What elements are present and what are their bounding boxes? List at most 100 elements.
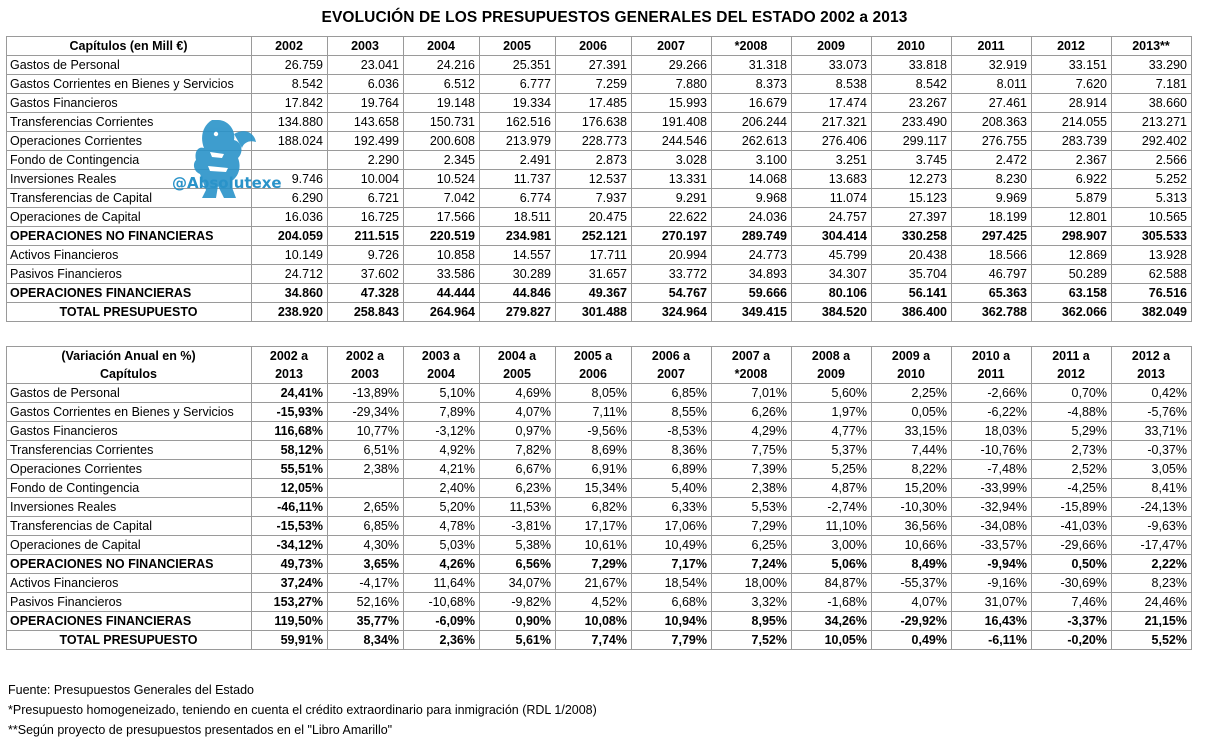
table-cell: -2,74% [791,497,872,517]
table-cell: 228.773 [555,131,632,151]
column-header-label: Capítulos (en Mill €) [6,36,252,56]
table-cell: 7,24% [711,554,792,574]
table-cell: -41,03% [1031,516,1112,536]
table-cell: 4,07% [479,402,556,422]
table-cell: 162.516 [479,112,556,132]
table-row: Pasivos Financieros 24.712 37.602 33.586 30.… [6,264,1192,284]
table-row: Gastos de Personal 26.759 23.041 24.216 25.3… [6,55,1192,75]
row-label: TOTAL PRESUPUESTO [6,302,252,322]
table-cell: 17.474 [791,93,872,113]
column-header-period-end: 2007 [631,365,712,384]
table-cell: 8,95% [711,611,792,631]
table-cell: 27.461 [951,93,1032,113]
table-cell: 9.726 [327,245,404,265]
table-cell: 4,69% [479,383,556,403]
table-cell: 5.252 [1111,169,1192,189]
page-title: EVOLUCIÓN DE LOS PRESUPUESTOS GENERALES … [321,9,908,26]
table-header: Capítulos 2013 2003 2004 2005 2006 2007 *2008 20… [6,365,1192,384]
table-cell: 10,94% [631,611,712,631]
table-cell: 6,26% [711,402,792,422]
table-cell: 5,10% [403,383,480,403]
table-cell: 8.373 [711,74,792,94]
table-cell: -3,81% [479,516,556,536]
table-cell: 258.843 [327,302,404,322]
table-cell: 44.846 [479,283,556,303]
row-label: Transferencias de Capital [6,516,252,536]
table-cell: 2,25% [871,383,952,403]
table-cell: 12,05% [251,478,328,498]
column-header-period-start: 2005 a [555,346,632,365]
table-cell: 4,29% [711,421,792,441]
table-cell: 283.739 [1031,131,1112,151]
table-cell: 4,77% [791,421,872,441]
table-cell: -15,53% [251,516,328,536]
row-label: Operaciones de Capital [6,535,252,555]
table-cell: 8,69% [555,440,632,460]
table-cell: 11.074 [791,188,872,208]
table-cell: -3,37% [1031,611,1112,631]
table-cell: 1,97% [791,402,872,422]
table-row: OPERACIONES NO FINANCIERAS 204.059 211.515… [6,226,1192,246]
table-cell: 8,05% [555,383,632,403]
table-cell: 10,66% [871,535,952,555]
table-cell: 6.922 [1031,169,1112,189]
row-label: Operaciones de Capital [6,207,252,227]
table-cell: 8.230 [951,169,1032,189]
table-cell: 233.490 [871,112,952,132]
table-cell: 6.777 [479,74,556,94]
table-cell: 6,91% [555,459,632,479]
table-cell: 19.334 [479,93,556,113]
table-cell: 34.860 [251,283,328,303]
table-cell: 52,16% [327,592,404,612]
table-cell: 8,55% [631,402,712,422]
table-cell: 15,20% [871,478,952,498]
table-cell: 7,74% [555,630,632,650]
table-cell: -6,22% [951,402,1032,422]
table-cell: 10,77% [327,421,404,441]
table-cell: 26.759 [251,55,328,75]
table-cell: 2.472 [951,150,1032,170]
column-header-period-start: 2002 a [327,346,404,365]
table-cell: 24,41% [251,383,328,403]
table-cell: 12.273 [871,169,952,189]
table-cell: 213.271 [1111,112,1192,132]
table-cell: 18,03% [951,421,1032,441]
table-cell: 382.049 [1111,302,1192,322]
table-cell: 6,51% [327,440,404,460]
footnote-source: Fuente: Presupuestos Generales del Estad… [8,683,254,697]
table-cell: 5,38% [479,535,556,555]
column-header-year: *2008 [711,36,792,56]
table-cell: 80.106 [791,283,872,303]
table-row: Operaciones Corrientes 188.024 192.499 200.… [6,131,1192,151]
table-cell: 289.749 [711,226,792,246]
table-row: Inversiones Reales 9.746 10.004 10.524 11.73… [6,169,1192,189]
table-cell: -29,66% [1031,535,1112,555]
table-cell: 34,26% [791,611,872,631]
table-cell: 24.757 [791,207,872,227]
table-row: Gastos Corrientes en Bienes y Servicios 8… [6,74,1192,94]
table-header: Capítulos (en Mill €) 2002 2003 2004 2005 200… [6,36,1192,56]
table-cell: 349.415 [711,302,792,322]
table-cell: 35.704 [871,264,952,284]
table-cell: 5,52% [1111,630,1192,650]
table-cell: 7,11% [555,402,632,422]
table-cell: 116,68% [251,421,328,441]
table-cell: -24,13% [1111,497,1192,517]
table-cell: -17,47% [1111,535,1192,555]
column-header-year: 2003 [327,36,404,56]
column-header-period-start: 2004 a [479,346,556,365]
table-cell: 0,70% [1031,383,1112,403]
table-cell: 3,05% [1111,459,1192,479]
table-cell: 4,07% [871,592,952,612]
table-cell: 8.538 [791,74,872,94]
table-cell: -9,82% [479,592,556,612]
table-cell: 7,17% [631,554,712,574]
table-cell: 58,12% [251,440,328,460]
table-cell: 35,77% [327,611,404,631]
table-cell: 213.979 [479,131,556,151]
table-cell: 6,85% [631,383,712,403]
table-cell: 23.041 [327,55,404,75]
table-cell: -10,68% [403,592,480,612]
table-cell: 5,03% [403,535,480,555]
table-cell: 6,67% [479,459,556,479]
